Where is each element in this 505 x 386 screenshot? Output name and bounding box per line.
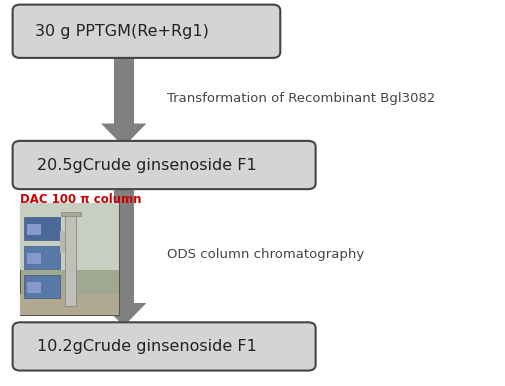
FancyBboxPatch shape: [27, 224, 41, 235]
Text: Transformation of Recombinant Bgl3082: Transformation of Recombinant Bgl3082: [167, 92, 435, 105]
FancyBboxPatch shape: [20, 295, 119, 315]
Text: 20.5gCrude ginsenoside F1: 20.5gCrude ginsenoside F1: [37, 157, 257, 173]
Text: ODS column chromatography: ODS column chromatography: [167, 248, 364, 261]
Text: 30 g PPTGM(Re+Rg1): 30 g PPTGM(Re+Rg1): [35, 24, 209, 39]
FancyBboxPatch shape: [60, 230, 66, 253]
FancyBboxPatch shape: [114, 183, 134, 303]
FancyBboxPatch shape: [27, 282, 41, 293]
FancyBboxPatch shape: [24, 276, 60, 298]
FancyBboxPatch shape: [66, 214, 76, 306]
FancyBboxPatch shape: [61, 212, 81, 216]
Polygon shape: [101, 124, 146, 147]
Polygon shape: [101, 303, 146, 326]
FancyBboxPatch shape: [20, 203, 119, 315]
Text: 10.2gCrude ginsenoside F1: 10.2gCrude ginsenoside F1: [37, 339, 258, 354]
FancyBboxPatch shape: [13, 141, 316, 189]
FancyBboxPatch shape: [114, 52, 134, 124]
FancyBboxPatch shape: [13, 5, 280, 58]
FancyBboxPatch shape: [24, 246, 60, 269]
FancyBboxPatch shape: [24, 217, 60, 240]
Text: DAC 100 π column: DAC 100 π column: [20, 193, 142, 206]
FancyBboxPatch shape: [27, 253, 41, 264]
FancyBboxPatch shape: [13, 322, 316, 371]
FancyBboxPatch shape: [20, 203, 119, 270]
